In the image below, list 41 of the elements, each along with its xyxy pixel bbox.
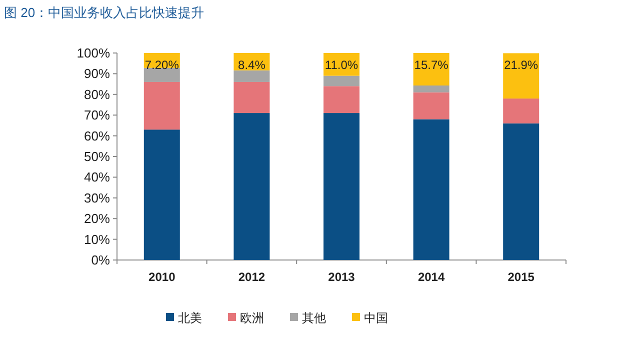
- bar: [503, 98, 540, 124]
- x-tick-label: 2013: [328, 270, 356, 284]
- bar: [503, 53, 540, 99]
- y-tick-label: 30%: [84, 190, 110, 206]
- bar: [144, 68, 180, 82]
- legend-label: 欧洲: [240, 311, 264, 325]
- y-tick-label: 50%: [84, 149, 110, 164]
- bar: [413, 119, 450, 260]
- bar: [324, 113, 360, 260]
- bar: [324, 76, 360, 86]
- y-tick-label: 100%: [76, 46, 110, 60]
- bar: [413, 53, 450, 86]
- bar: [324, 86, 360, 114]
- bar: [413, 92, 450, 120]
- x-tick-label: 2015: [508, 270, 535, 284]
- bar: [413, 86, 450, 92]
- y-tick-label: 90%: [84, 66, 110, 82]
- bar: [144, 82, 180, 130]
- bar: [234, 113, 270, 260]
- data-label: 21.9%: [504, 58, 538, 72]
- bar: [144, 130, 180, 260]
- bar: [234, 82, 270, 114]
- legend-label: 其他: [302, 311, 326, 325]
- legend-label: 北美: [178, 311, 202, 325]
- bar: [234, 70, 270, 82]
- x-tick-label: 2012: [238, 270, 266, 284]
- x-tick-label: 2014: [418, 270, 445, 284]
- y-tick-label: 10%: [84, 232, 110, 247]
- y-tick-label: 0%: [91, 252, 110, 268]
- x-tick-label: 2010: [148, 270, 176, 284]
- y-tick-label: 80%: [84, 86, 110, 102]
- y-tick-label: 20%: [84, 211, 110, 226]
- y-tick-label: 70%: [84, 108, 110, 123]
- data-label: 8.4%: [238, 58, 266, 72]
- y-tick-label: 40%: [84, 170, 110, 185]
- data-label: 15.7%: [414, 58, 449, 72]
- chart-title: 图 20：中国业务收入占比快速提升: [4, 5, 204, 20]
- y-tick-label: 60%: [84, 128, 110, 144]
- bar: [503, 123, 540, 260]
- legend-label: 中国: [364, 311, 388, 325]
- data-label: 11.0%: [324, 58, 358, 72]
